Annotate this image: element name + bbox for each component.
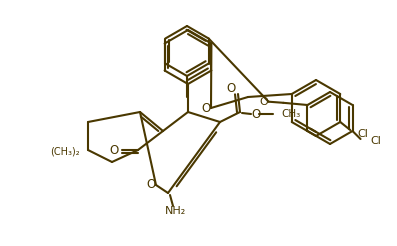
Text: O: O [146, 179, 156, 191]
Text: O: O [251, 108, 260, 122]
Text: (CH₃)₂: (CH₃)₂ [50, 146, 80, 156]
Text: O: O [201, 102, 211, 114]
Text: Cl: Cl [357, 129, 368, 139]
Text: O: O [259, 97, 268, 107]
Text: O: O [226, 81, 236, 94]
Text: NH₂: NH₂ [164, 206, 186, 216]
Text: CH₃: CH₃ [281, 109, 300, 119]
Text: Cl: Cl [370, 136, 382, 146]
Text: O: O [110, 143, 119, 156]
